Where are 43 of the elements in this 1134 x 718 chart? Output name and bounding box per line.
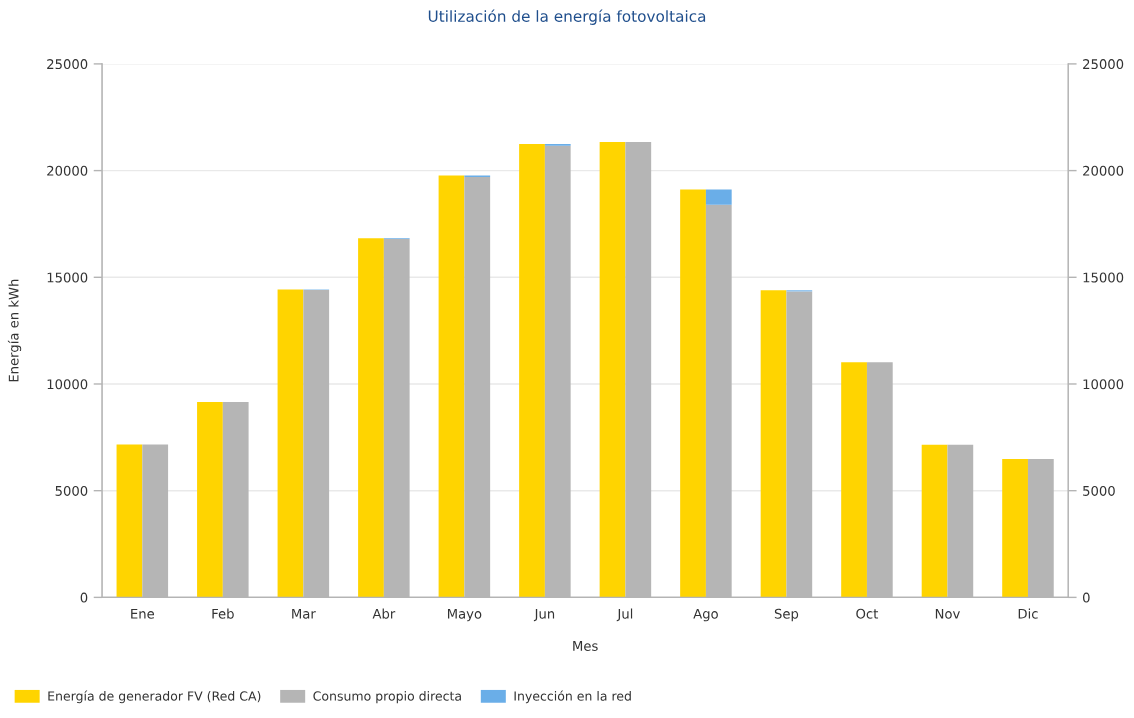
bar (197, 402, 223, 598)
y-tick-label: 25000 (47, 59, 88, 70)
bar (358, 238, 384, 598)
bar (1002, 458, 1028, 598)
x-tick-label: Dic (1018, 608, 1038, 619)
x-tick-label: Jun (533, 608, 555, 622)
y2-tick-label: 20000 (1083, 165, 1124, 176)
x-tick-label: Sep (774, 608, 799, 622)
x-tick-label: Oct (856, 608, 879, 619)
y-tick-label: 10000 (47, 379, 88, 390)
y2-tick-label: 5000 (1083, 485, 1115, 496)
y-axis-title: Energía en kWh (7, 279, 22, 382)
y-tick-label: 0 (80, 592, 88, 603)
legend-label: Consumo propio directa (313, 691, 461, 704)
legend-label: Energía de generador FV (Red CA) (48, 690, 261, 704)
y2-tick-label: 15000 (1083, 272, 1124, 283)
x-tick-label: Mar (292, 608, 316, 619)
y-tick-label: 5000 (55, 485, 88, 496)
x-tick-label: Ago (693, 608, 718, 622)
x-tick-label: Feb (212, 608, 234, 619)
chart-title: Utilización de la energía fotovoltaica (428, 9, 706, 25)
legend-label: Inyección en la red (514, 690, 631, 704)
x-tick-label: Abr (372, 608, 396, 619)
bar (519, 143, 545, 598)
bar (760, 290, 787, 598)
x-tick-label: Mayo (447, 608, 482, 622)
x-axis-title: Mes (573, 641, 598, 651)
x-tick-label: Jul (616, 608, 633, 622)
y2-tick-label: 25000 (1083, 59, 1124, 70)
bar (680, 189, 706, 598)
bar (438, 175, 465, 598)
x-tick-label: Nov (935, 608, 960, 619)
bar (705, 189, 732, 205)
y-tick-label: 15000 (47, 272, 88, 283)
bar (599, 142, 626, 598)
y2-tick-label: 0 (1082, 592, 1090, 603)
bar (277, 289, 304, 598)
x-tick-label: Ene (131, 608, 155, 619)
bar (116, 444, 143, 598)
bar (841, 362, 867, 598)
bar (921, 444, 948, 598)
y-tick-label: 20000 (47, 165, 88, 176)
y2-tick-label: 10000 (1083, 379, 1124, 390)
